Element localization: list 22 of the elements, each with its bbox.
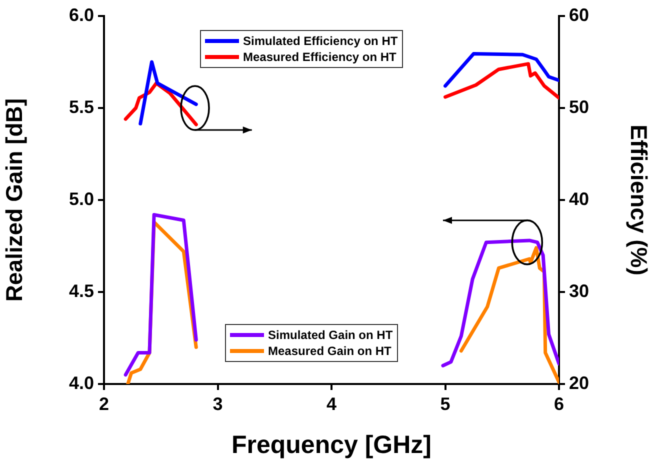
y-axis-title: Realized Gain [dB] [1, 98, 28, 302]
y-tick-label: 4.5 [68, 280, 94, 301]
legend-label: Measured Efficiency on HT [243, 50, 396, 64]
y-tick-label: 4.0 [68, 372, 94, 393]
y2-tick-label: 60 [569, 4, 590, 25]
y2-tick-label: 40 [569, 188, 590, 209]
x-tick-label: 3 [212, 394, 223, 414]
y2-tick-label: 50 [569, 96, 590, 117]
legend-label: Simulated Efficiency on HT [243, 34, 398, 48]
y2-axis-title: Efficiency (%) [626, 124, 652, 276]
y2-tick-label: 30 [569, 280, 590, 301]
x-axis-title: Frequency [GHz] [231, 430, 432, 459]
x-tick-label: 4 [326, 394, 337, 414]
legend-label: Simulated Gain on HT [268, 328, 393, 342]
y-tick-label: 6.0 [68, 4, 94, 25]
x-tick-label: 6 [554, 394, 564, 414]
y2-tick-label: 20 [569, 372, 590, 393]
legend-label: Measured Gain on HT [268, 344, 392, 358]
y-tick-label: 5.0 [68, 188, 94, 209]
x-tick-label: 5 [440, 394, 450, 414]
y-tick-label: 5.5 [68, 96, 94, 117]
x-tick-label: 2 [98, 394, 110, 414]
